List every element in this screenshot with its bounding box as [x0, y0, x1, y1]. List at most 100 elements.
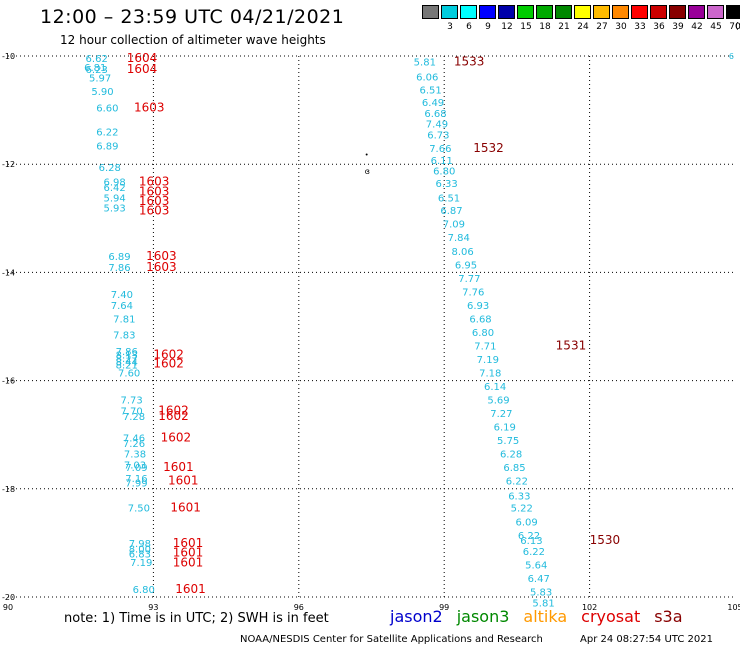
wave-height-label: 7.76 — [462, 287, 484, 298]
legend-swatch — [669, 5, 686, 19]
wave-height-label: 6.28 — [99, 163, 121, 174]
pass-time-label: 1603 — [146, 260, 177, 274]
wave-height-label: 7.81 — [113, 314, 135, 325]
wave-height-label: 6.81 — [84, 63, 106, 74]
legend-label: 33 — [634, 22, 646, 32]
legend-label: 9 — [485, 22, 491, 32]
pass-time-label: 1601 — [168, 474, 199, 488]
wave-height-label: 5.83 — [530, 588, 552, 599]
satellite-cryosat: cryosat — [581, 607, 641, 626]
wave-height-label: 6.85 — [503, 463, 525, 474]
legend-label: 21 — [558, 22, 570, 32]
pass-time-label: 1603 — [139, 184, 170, 198]
pass-time-label: 1601 — [173, 536, 204, 550]
satellite-legend: jason2 jason3 altika cryosat s3a — [390, 607, 697, 626]
wave-height-label: 7.40 — [111, 290, 133, 301]
legend-swatch — [707, 5, 724, 19]
legend-label: 36 — [653, 22, 665, 32]
wave-height-label: 7.84 — [448, 233, 470, 244]
pass-time-label: 1602 — [153, 356, 184, 370]
satellite-s3a: s3a — [654, 607, 683, 626]
wave-height-label: 5.81 — [414, 57, 436, 68]
wave-height-label: 6.22 — [518, 531, 540, 542]
legend-swatch — [517, 5, 534, 19]
wave-height-label: 5.22 — [511, 504, 533, 515]
legend-label: 6 — [466, 22, 472, 32]
wave-height-label: 6.19 — [494, 423, 516, 434]
wave-height-label: 7.09 — [443, 220, 465, 231]
wave-height-label: 7.73 — [120, 396, 142, 407]
legend-swatch — [631, 5, 648, 19]
wave-height-label: 6.93 — [467, 301, 489, 312]
satellite-jason2: jason2 — [390, 607, 443, 626]
wave-height-label: 7.38 — [124, 450, 146, 461]
wave-height-label: 8.44 — [116, 358, 138, 369]
x-tick-label: 96 — [294, 603, 304, 612]
pass-time-label: 1603 — [146, 249, 177, 263]
wave-height-label: 6.51 — [419, 86, 441, 97]
legend-swatch — [422, 5, 439, 19]
edge-value-label: 6 — [729, 52, 734, 61]
units-note: note: 1) Time is in UTC; 2) SWH is in fe… — [64, 611, 329, 626]
wave-height-label: 6.06 — [416, 73, 438, 84]
wave-height-label: 7.09 — [125, 463, 147, 474]
legend-swatch — [498, 5, 515, 19]
pass-time-label: 1601 — [175, 582, 206, 596]
x-tick-label: 93 — [148, 603, 158, 612]
wave-height-label: 6.80 — [472, 328, 494, 339]
y-tick-label: -14 — [2, 268, 15, 277]
satellite-altika: altika — [523, 607, 568, 626]
wave-height-label: 6.62 — [86, 54, 108, 65]
legend-swatch — [688, 5, 705, 19]
wave-height-label: 7.03 — [124, 460, 146, 471]
wave-height-label: 7.99 — [125, 478, 147, 489]
wave-height-label: 8.13 — [116, 351, 138, 362]
wave-height-label: 5.90 — [91, 87, 113, 98]
wave-height-label: 7.27 — [490, 409, 512, 420]
legend-swatch — [593, 5, 610, 19]
wave-height-label: 5.75 — [497, 436, 519, 447]
wave-height-label: 6.98 — [103, 178, 125, 189]
legend-swatch — [555, 5, 572, 19]
wave-height-label: 6.95 — [455, 260, 477, 271]
wave-height-label: 5.97 — [89, 74, 111, 85]
wave-height-label: 7.71 — [474, 341, 496, 352]
legend-swatch — [460, 5, 477, 19]
chart-title: 12:00 – 23:59 UTC 04/21/2021 — [40, 6, 345, 28]
legend-swatch — [479, 5, 496, 19]
wave-height-label: 7.28 — [123, 412, 145, 423]
pass-time-label: 1532 — [473, 141, 504, 155]
pass-time-label: 1604 — [127, 51, 158, 65]
wave-height-label: 6.68 — [424, 109, 446, 120]
legend-swatch — [612, 5, 629, 19]
wave-height-label: 5.69 — [487, 396, 509, 407]
legend-swatch — [574, 5, 591, 19]
satellite-jason3: jason3 — [456, 607, 510, 626]
chart-subtitle: 12 hour collection of altimeter wave hei… — [60, 33, 326, 47]
legend-label: 3 — [447, 22, 453, 32]
wave-height-label: 7.46 — [123, 433, 145, 444]
wave-height-label: 7.86 — [108, 263, 130, 274]
wave-height-label: 6.49 — [422, 98, 444, 109]
wave-height-label: 6.89 — [96, 141, 118, 152]
legend-label: 30 — [615, 22, 627, 32]
wave-height-label: 6.22 — [506, 477, 528, 488]
wave-height-label: 6.42 — [103, 183, 125, 194]
wave-height-label: 7.50 — [128, 504, 150, 515]
x-tick-label: 90 — [3, 603, 13, 612]
legend-swatch — [650, 5, 667, 19]
wave-height-label: 5.93 — [103, 203, 125, 214]
legend-label: 27 — [596, 22, 608, 32]
wave-height-label: 7.18 — [479, 368, 501, 379]
pass-time-label: 1533 — [454, 54, 485, 68]
wave-height-label: 6.33 — [435, 179, 457, 190]
wave-height-label: 7.19 — [130, 558, 152, 569]
wave-height-label: 7.66 — [429, 144, 451, 155]
wave-height-label: 5.64 — [525, 561, 547, 572]
wave-height-label: 7.83 — [113, 331, 135, 342]
pass-time-label: 1603 — [139, 175, 170, 189]
pass-time-label: 1603 — [134, 100, 165, 114]
pass-time-label: 1530 — [590, 533, 621, 547]
wave-height-label: 6.80 — [433, 167, 455, 178]
legend-label: 24 — [577, 22, 589, 32]
